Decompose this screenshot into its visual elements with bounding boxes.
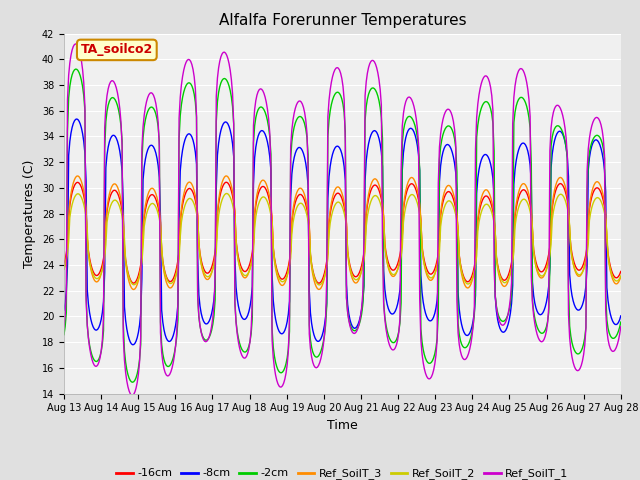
-2cm <box>129 379 136 385</box>
-16cm <box>60 261 68 266</box>
Text: TA_soilco2: TA_soilco2 <box>81 43 153 56</box>
-8cm <box>401 141 408 146</box>
Ref_SoilT_1 <box>236 345 243 351</box>
Line: -2cm: -2cm <box>64 69 621 382</box>
Ref_SoilT_2 <box>472 263 479 268</box>
Line: Ref_SoilT_3: Ref_SoilT_3 <box>64 176 621 289</box>
-8cm <box>374 132 381 138</box>
-16cm <box>236 259 243 265</box>
-16cm <box>472 256 479 262</box>
Ref_SoilT_1 <box>60 325 68 331</box>
Ref_SoilT_2 <box>617 273 625 279</box>
-2cm <box>60 332 68 337</box>
-8cm <box>298 145 305 151</box>
-16cm <box>568 251 576 257</box>
-2cm <box>298 114 305 120</box>
-2cm <box>72 66 79 72</box>
Ref_SoilT_3 <box>374 179 381 185</box>
-16cm <box>617 269 625 275</box>
-8cm <box>617 313 625 319</box>
Ref_SoilT_3 <box>223 173 230 179</box>
-2cm <box>236 340 243 346</box>
-8cm <box>60 307 68 313</box>
Ref_SoilT_2 <box>374 194 381 200</box>
Title: Alfalfa Forerunner Temperatures: Alfalfa Forerunner Temperatures <box>219 13 466 28</box>
Ref_SoilT_2 <box>316 282 324 288</box>
-2cm <box>617 319 625 325</box>
-8cm <box>236 308 243 314</box>
-16cm <box>130 280 138 286</box>
Ref_SoilT_1 <box>72 41 79 47</box>
Ref_SoilT_1 <box>374 70 381 76</box>
Ref_SoilT_3 <box>401 195 408 201</box>
Line: Ref_SoilT_2: Ref_SoilT_2 <box>64 193 621 285</box>
Ref_SoilT_2 <box>60 266 68 272</box>
Ref_SoilT_2 <box>234 258 242 264</box>
Ref_SoilT_1 <box>472 146 479 152</box>
Line: Ref_SoilT_1: Ref_SoilT_1 <box>64 44 621 396</box>
Ref_SoilT_1 <box>129 393 136 398</box>
Ref_SoilT_3 <box>568 255 576 261</box>
-8cm <box>73 116 81 122</box>
Ref_SoilT_3 <box>298 185 305 191</box>
Ref_SoilT_3 <box>617 274 625 279</box>
Ref_SoilT_3 <box>60 266 68 272</box>
Y-axis label: Temperatures (C): Temperatures (C) <box>23 159 36 268</box>
Ref_SoilT_2 <box>223 191 230 196</box>
-2cm <box>401 122 408 128</box>
Ref_SoilT_3 <box>472 259 479 265</box>
-16cm <box>374 185 381 191</box>
Ref_SoilT_3 <box>130 287 138 292</box>
-16cm <box>401 198 408 204</box>
X-axis label: Time: Time <box>327 419 358 432</box>
-2cm <box>374 93 381 99</box>
-2cm <box>472 285 479 290</box>
-8cm <box>129 342 136 348</box>
Ref_SoilT_2 <box>296 201 304 206</box>
Ref_SoilT_2 <box>401 210 408 216</box>
Ref_SoilT_1 <box>298 99 305 105</box>
Ref_SoilT_1 <box>401 103 408 109</box>
-8cm <box>472 293 479 299</box>
Ref_SoilT_1 <box>568 354 576 360</box>
Ref_SoilT_3 <box>236 264 243 270</box>
Ref_SoilT_1 <box>617 324 625 330</box>
Ref_SoilT_2 <box>568 255 576 261</box>
Line: -16cm: -16cm <box>64 182 621 283</box>
Line: -8cm: -8cm <box>64 119 621 345</box>
-16cm <box>298 192 305 197</box>
-8cm <box>568 292 576 298</box>
-16cm <box>223 180 230 185</box>
Legend: -16cm, -8cm, -2cm, Ref_SoilT_3, Ref_SoilT_2, Ref_SoilT_1: -16cm, -8cm, -2cm, Ref_SoilT_3, Ref_Soil… <box>112 464 573 480</box>
-2cm <box>568 340 576 346</box>
